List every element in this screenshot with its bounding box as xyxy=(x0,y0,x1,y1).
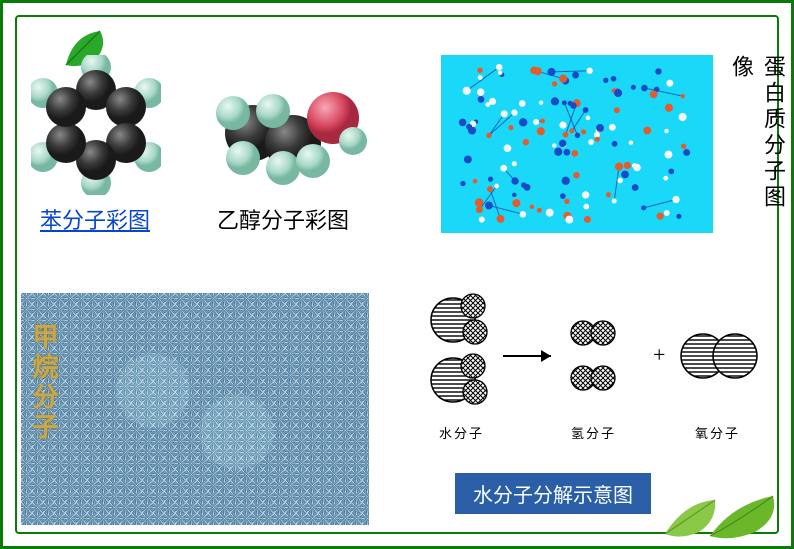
svg-text:+: + xyxy=(653,342,665,367)
benzene-molecule xyxy=(31,55,161,195)
slide-frame: 苯分子彩图 乙醇分子彩图 蛋白质分子图像 甲烷分子 + 水分子 氢分子 氧分子 水分子… xyxy=(0,0,794,549)
svg-text:氢分子: 氢分子 xyxy=(571,426,616,441)
protein-caption: 蛋白质分子图像 xyxy=(725,55,789,235)
svg-text:水分子: 水分子 xyxy=(439,426,484,441)
water-decomp-title: 水分子分解示意图 xyxy=(455,473,651,514)
ethanol-caption: 乙醇分子彩图 xyxy=(188,203,378,235)
protein-image xyxy=(441,55,713,233)
benzene-caption[interactable]: 苯分子彩图 xyxy=(21,203,169,235)
water-decomposition-diagram: + 水分子 氢分子 氧分子 xyxy=(403,278,769,468)
svg-text:氧分子: 氧分子 xyxy=(695,426,740,441)
ethanol-molecule xyxy=(198,63,368,193)
methane-caption: 甲烷分子 xyxy=(25,323,62,443)
methane-stereogram xyxy=(21,293,369,525)
leaf-decoration-bottom xyxy=(655,482,785,542)
